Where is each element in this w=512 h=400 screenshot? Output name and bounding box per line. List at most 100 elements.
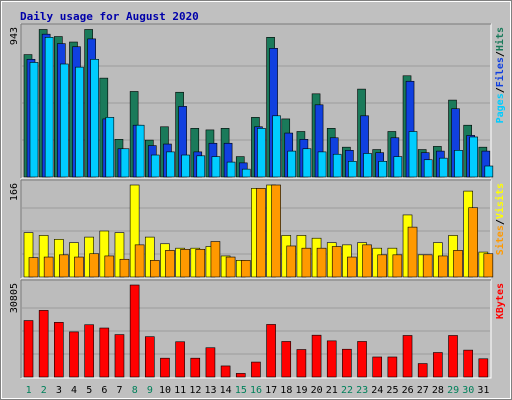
bar-visits-day-8: [129, 184, 140, 278]
day-label-4: 4: [71, 385, 77, 396]
bar-kbytes-day-22: [342, 348, 352, 378]
bar-visits-day-1: [23, 232, 34, 278]
day-label-11: 11: [174, 385, 186, 396]
bar-kbytes-day-2: [38, 310, 49, 378]
bar-sites-day-9: [149, 260, 160, 278]
bar-sites-day-21: [331, 246, 342, 278]
bar-pages-day-7: [120, 148, 130, 178]
bar-sites-day-31: [483, 253, 494, 278]
day-label-2: 2: [41, 385, 47, 396]
panel-kbytes: 30805 KBytes: [9, 279, 506, 379]
bar-sites-day-24: [377, 254, 388, 278]
bar-sites-day-15: [240, 260, 251, 278]
bar-sites-day-26: [407, 226, 418, 278]
bar-sites-day-2: [43, 256, 54, 278]
legend-entry-hits-files-pages-4: Hits: [494, 27, 506, 51]
day-label-16: 16: [250, 385, 262, 396]
day-label-13: 13: [204, 385, 216, 396]
legend-entry-hits-files-pages-2: Files: [494, 57, 506, 87]
bar-sites-day-19: [301, 247, 312, 278]
bar-sites-day-14: [225, 256, 236, 278]
bar-kbytes-day-14: [220, 365, 231, 378]
bar-pages-day-31: [484, 165, 494, 178]
bar-kbytes-day-31: [478, 358, 489, 378]
bar-pages-day-9: [150, 154, 160, 178]
bar-sites-day-23: [362, 244, 372, 278]
bar-pages-day-23: [363, 153, 372, 178]
day-label-31: 31: [477, 385, 489, 396]
day-label-22: 22: [341, 385, 353, 396]
bar-kbytes-day-5: [84, 324, 94, 378]
bar-kbytes-day-24: [372, 356, 383, 378]
day-label-6: 6: [101, 385, 107, 396]
bar-kbytes-day-12: [190, 357, 201, 378]
bar-kbytes-day-9: [144, 336, 155, 378]
bar-kbytes-day-20: [311, 334, 322, 378]
panel-box-kbytes: [20, 279, 492, 379]
bar-visits-day-7: [114, 232, 125, 278]
day-label-14: 14: [220, 385, 232, 396]
panel-visits-sites: 166 Sites/Visits: [9, 179, 506, 279]
bar-pages-day-26: [408, 131, 418, 178]
bar-pages-day-18: [287, 150, 297, 178]
bar-pages-day-15: [241, 168, 251, 178]
bar-pages-day-21: [332, 153, 342, 178]
bar-kbytes-day-10: [160, 357, 170, 378]
bar-kbytes-day-7: [114, 334, 125, 378]
bar-sites-day-25: [392, 254, 403, 278]
bar-sites-day-16: [256, 188, 266, 278]
bar-kbytes-day-16: [251, 361, 261, 378]
bar-kbytes-day-6: [99, 327, 110, 378]
bar-sites-day-8: [134, 244, 145, 278]
panel-legend-visits-sites: Sites/Visits: [494, 183, 506, 255]
day-label-23: 23: [356, 385, 368, 396]
day-label-15: 15: [235, 385, 247, 396]
bar-sites-day-11: [180, 248, 190, 278]
bar-sites-day-30: [468, 207, 478, 278]
panel-legend-kbytes: KBytes: [495, 283, 506, 319]
bar-pages-day-30: [469, 136, 478, 178]
bar-kbytes-day-15: [235, 373, 246, 378]
bar-pages-day-16: [257, 128, 266, 178]
bar-pages-day-4: [75, 66, 84, 178]
bar-kbytes-day-19: [296, 349, 307, 378]
day-label-24: 24: [371, 385, 383, 396]
bar-pages-day-24: [378, 161, 388, 178]
day-label-7: 7: [117, 385, 123, 396]
bar-sites-day-4: [74, 256, 84, 278]
bar-pages-day-5: [90, 58, 99, 178]
day-label-27: 27: [417, 385, 429, 396]
bar-sites-day-5: [89, 253, 99, 278]
legend-entry-visits-sites-2: Visits: [494, 183, 506, 219]
panel-max-label-kbytes: 30805: [9, 283, 20, 313]
day-label-20: 20: [311, 385, 323, 396]
bar-kbytes-day-30: [463, 349, 473, 378]
bar-sites-day-13: [210, 241, 221, 278]
bar-sites-day-20: [316, 247, 327, 278]
bar-sites-day-28: [438, 255, 448, 278]
bar-kbytes-day-18: [281, 341, 292, 378]
bar-pages-day-28: [439, 157, 448, 178]
bar-pages-day-8: [135, 124, 145, 178]
day-label-29: 29: [447, 385, 459, 396]
day-label-28: 28: [432, 385, 444, 396]
day-label-18: 18: [280, 385, 292, 396]
bar-kbytes-day-1: [23, 320, 34, 378]
day-label-17: 17: [265, 385, 277, 396]
bar-pages-day-19: [302, 148, 312, 178]
bar-kbytes-day-28: [433, 352, 443, 378]
bar-pages-day-3: [60, 63, 69, 178]
bar-sites-day-22: [347, 256, 357, 278]
chart-title: Daily usage for August 2020: [20, 10, 199, 23]
bar-kbytes-day-17: [266, 324, 276, 378]
bar-pages-day-12: [196, 155, 206, 178]
bar-sites-day-27: [422, 254, 433, 278]
bar-pages-day-6: [105, 117, 115, 178]
bar-pages-day-25: [393, 156, 403, 178]
bar-visits-day-2: [38, 235, 49, 278]
bar-kbytes-day-25: [387, 356, 398, 378]
